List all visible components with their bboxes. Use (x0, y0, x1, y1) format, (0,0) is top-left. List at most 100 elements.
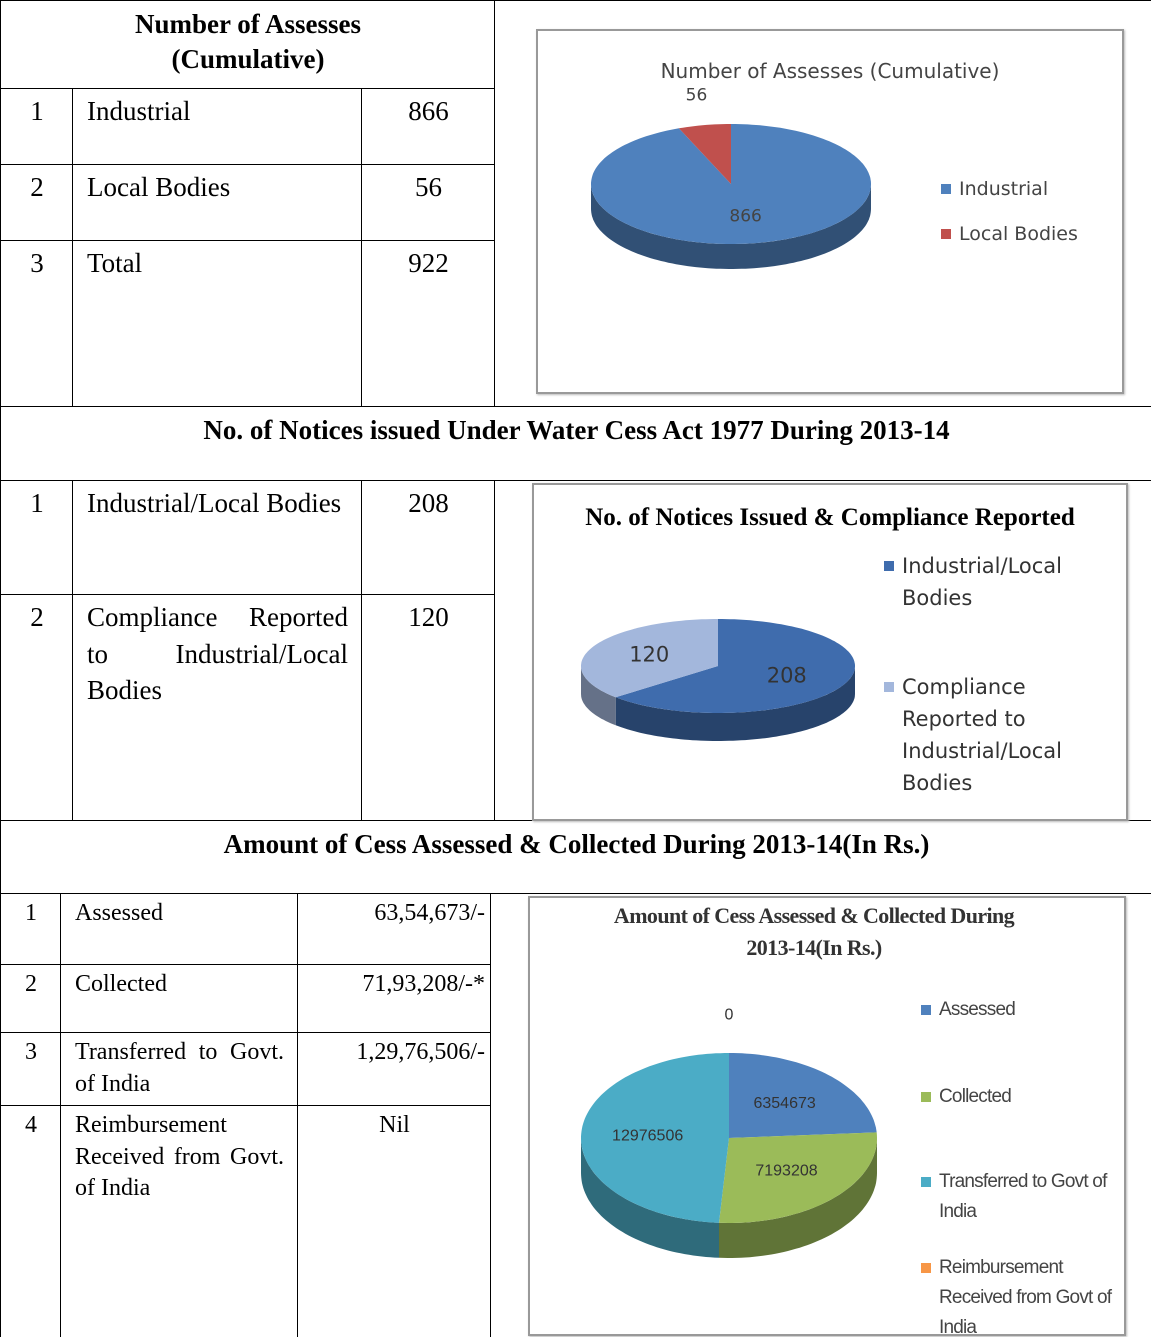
table-cell (298, 894, 491, 965)
cell-text: 2 (30, 602, 44, 632)
table-cell (1, 595, 73, 821)
data-label: 120 (629, 642, 669, 666)
chart-cell (495, 1, 1151, 407)
section-title: No. of Notices issued Under Water Cess A… (203, 415, 950, 445)
table-cell (1, 965, 61, 1033)
cell-text: Total (87, 248, 143, 278)
table-cell (73, 165, 362, 241)
legend-label: Industrial/Local Bodies (902, 554, 1062, 610)
cell-text: 1 (30, 96, 44, 126)
legend-swatch (941, 229, 951, 239)
data-label: 866 (729, 206, 761, 226)
cell-text: 3 (30, 248, 44, 278)
pie-slice-side (591, 184, 871, 269)
legend-swatch (921, 1092, 931, 1102)
table-cell (1, 241, 73, 407)
legend-label: Assessed (939, 999, 1016, 1020)
legend-label: Reimbursement Received from Govt of Indi… (939, 1257, 1112, 1337)
table-cell (1, 1033, 61, 1106)
cell-text: 922 (408, 248, 449, 278)
table-cell (73, 89, 362, 165)
table-cell (1, 894, 61, 965)
table-cell (61, 1033, 298, 1106)
table-cell (1, 481, 73, 595)
table-cell (1, 89, 73, 165)
legend-swatch (884, 682, 894, 692)
legend-swatch (941, 184, 951, 194)
cell-text: Collected (75, 971, 167, 997)
table-cell (362, 165, 495, 241)
cell-text: 63,54,673/- (374, 900, 485, 926)
data-label: 56 (686, 85, 708, 105)
cell-text: Industrial (87, 96, 191, 126)
section-title: Number of Assesses (Cumulative) (134, 9, 361, 75)
table-cell (61, 1106, 298, 1337)
pie-slice (581, 619, 718, 698)
pie-slice-side (581, 1138, 719, 1258)
pie-slice-side (719, 1138, 877, 1258)
cell-text: 208 (408, 488, 449, 518)
cell-text: 1,29,76,506/- (356, 1039, 485, 1065)
data-label: 12976506 (612, 1128, 683, 1145)
pie-slice (719, 1132, 877, 1223)
legend-swatch (921, 1177, 931, 1187)
legend-label: Local Bodies (959, 223, 1078, 245)
data-label: 0 (725, 1007, 734, 1024)
table-cell (362, 595, 495, 821)
table-cell (298, 1106, 491, 1337)
legend-swatch (884, 561, 894, 571)
section-header-cell (1, 407, 1151, 481)
pie-slice-side (615, 666, 855, 741)
table-cell (1, 165, 73, 241)
cell-text: 1 (30, 488, 44, 518)
section-header-cell (1, 821, 1151, 894)
cell-text: 866 (408, 96, 449, 126)
cell-text: Nil (379, 1112, 410, 1138)
cell-text: 71,93,208/-* (362, 971, 485, 997)
legend-label: Compliance Reported to Industrial/Local … (902, 675, 1062, 795)
cell-text: Industrial/Local Bodies (87, 488, 342, 518)
legend-swatch (921, 1263, 931, 1273)
cell-text: 3 (25, 1039, 37, 1065)
cell-text: 4 (25, 1112, 37, 1138)
table-cell (298, 965, 491, 1033)
cell-text: Compliance Reported to Industrial/Local … (87, 602, 348, 706)
legend-swatch (921, 1005, 931, 1015)
table-cell (73, 241, 362, 407)
data-label: 6354673 (753, 1095, 815, 1112)
table-cell (298, 1033, 491, 1106)
data-label: 7193208 (755, 1162, 817, 1179)
chart-title: Number of Assesses (Cumulative) (660, 59, 1000, 83)
table-cell (73, 595, 362, 821)
pie-slice-side (581, 666, 616, 726)
section-title: Amount of Cess Assessed & Collected Duri… (223, 829, 930, 859)
table-cell (362, 89, 495, 165)
section-header-cell (1, 1, 495, 89)
legend-label: Industrial (959, 178, 1049, 200)
table-cell (73, 481, 362, 595)
cell-text: Reimbursement Received from Govt. of Ind… (75, 1112, 284, 1202)
pie-slice (615, 619, 855, 713)
table-cell (362, 481, 495, 595)
pie-slice (678, 124, 731, 184)
chart-title: No. of Notices Issued & Compliance Repor… (585, 504, 1075, 531)
table-cell (362, 241, 495, 407)
legend-label: Collected (939, 1086, 1012, 1107)
table-cell (1, 1106, 61, 1337)
table-cell (61, 894, 298, 965)
cell-text: 56 (415, 172, 442, 202)
data-label: 208 (767, 664, 807, 688)
chart-title: Amount of Cess Assessed & Collected Duri… (613, 903, 1015, 960)
cell-text: 1 (25, 900, 37, 926)
table-cell (61, 965, 298, 1033)
cell-text: Transferred to Govt. of India (75, 1039, 284, 1097)
cell-text: 2 (25, 971, 37, 997)
cell-text: Local Bodies (87, 172, 231, 202)
cell-text: 2 (30, 172, 44, 202)
cell-text: 120 (408, 602, 449, 632)
cell-text: Assessed (75, 900, 163, 926)
legend-label: Transferred to Govt of India (939, 1171, 1107, 1222)
pie-slice (581, 1053, 729, 1223)
